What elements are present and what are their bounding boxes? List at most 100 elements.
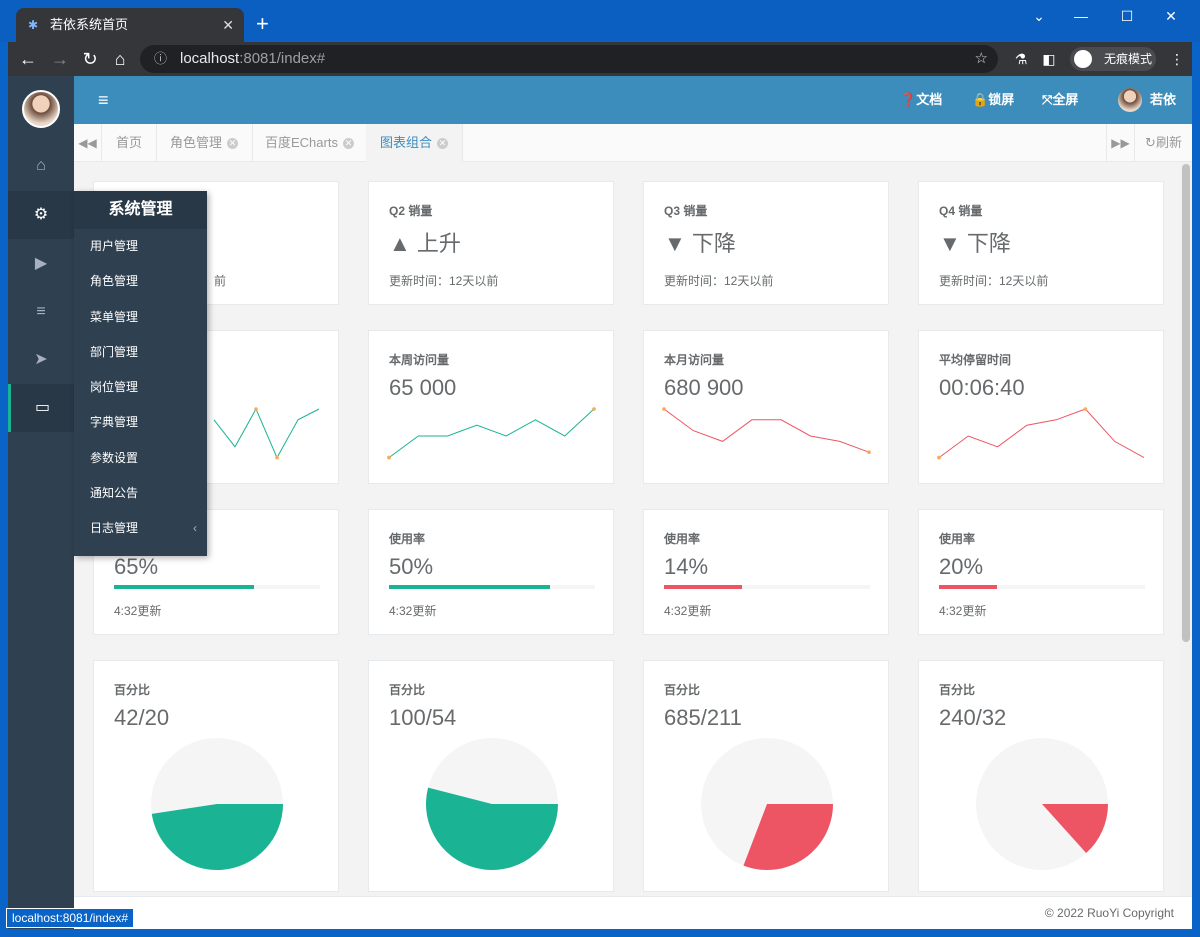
- url-bar[interactable]: ⓘ localhost:8081/index# ☆: [140, 45, 998, 73]
- minimize-button[interactable]: —: [1074, 8, 1088, 24]
- incognito-icon: [1074, 50, 1092, 68]
- pie-chart: [151, 738, 283, 871]
- trend-text: 上升: [416, 231, 461, 256]
- info-icon[interactable]: ⓘ: [154, 51, 168, 66]
- menu-item-label: 用户管理: [90, 239, 139, 253]
- menu-item-label: 参数设置: [90, 450, 139, 465]
- menu-item-post[interactable]: 岗位管理: [74, 370, 207, 405]
- docs-link[interactable]: ❓文档: [900, 76, 942, 124]
- trend-text: 下降: [691, 231, 736, 256]
- monitor-icon[interactable]: ▭: [8, 384, 74, 432]
- sidepanel-icon[interactable]: ◧: [1042, 51, 1056, 67]
- close-icon[interactable]: ✕: [342, 138, 354, 150]
- usage-value: 20%: [939, 554, 984, 579]
- triangle-down-icon: ▼: [939, 231, 961, 256]
- triangle-down-icon: ▼: [664, 231, 686, 256]
- card-label: 百分比: [664, 683, 701, 697]
- menu-item-role[interactable]: 角色管理: [74, 264, 207, 299]
- menu-item-log[interactable]: 日志管理 ‹: [74, 511, 207, 546]
- question-icon: ❓: [900, 92, 917, 107]
- user-avatar[interactable]: [1118, 88, 1142, 112]
- tab-echarts[interactable]: 百度ECharts ✕: [251, 124, 369, 162]
- tabs-prev-icon[interactable]: ◀◀: [74, 124, 102, 162]
- menu-item-label: 通知公告: [90, 486, 139, 501]
- user-name[interactable]: 若依: [1150, 92, 1177, 107]
- close-tab-icon[interactable]: ✕: [222, 17, 234, 33]
- status-url: localhost:8081/index#: [6, 908, 135, 928]
- browser-tab[interactable]: ✱ 若依系统首页 ✕: [16, 8, 244, 42]
- tab-label: 角色管理: [170, 135, 223, 150]
- ratio-card: 百分比 42/20: [93, 660, 339, 892]
- bookmark-star-icon[interactable]: ☆: [974, 50, 988, 67]
- sparkline-chart: [937, 407, 1145, 460]
- close-window-button[interactable]: ✕: [1165, 8, 1177, 24]
- scrollbar-thumb[interactable]: [1182, 164, 1190, 642]
- menu-item-notice[interactable]: 通知公告: [74, 476, 207, 511]
- visits-value: 00:06:40: [939, 375, 1025, 400]
- ratio-value: 100/54: [389, 705, 457, 730]
- reload-button[interactable]: ↻: [82, 49, 98, 69]
- tabs-next-icon[interactable]: ▶▶: [1106, 124, 1134, 162]
- update-time: 更新时间：12天以前: [939, 274, 1049, 288]
- progress-fill: [664, 585, 743, 589]
- menu-item-config[interactable]: 参数设置: [74, 441, 207, 476]
- address-toolbar: ← → ↻ ⌂ ⓘ localhost:8081/index# ☆ ⚗ ◧ 无痕…: [8, 42, 1192, 76]
- fullscreen-link[interactable]: ⤧全屏: [1042, 76, 1078, 124]
- sparkline-chart: [213, 407, 320, 460]
- sales-card: Q4 销量 ▼ 下降 更新时间：12天以前: [918, 181, 1164, 305]
- app-viewport: ⌂ ⚙ ▶ ≡ ➤ ▭ 系统管理 用户管理 角色管理 菜单管理 部门管理 岗位管…: [8, 76, 1192, 929]
- url-path: :8081/index#: [239, 50, 326, 67]
- flask-icon[interactable]: ⚗: [1014, 51, 1028, 67]
- card-label: 百分比: [389, 683, 426, 697]
- menu-item-user[interactable]: 用户管理: [74, 229, 207, 264]
- back-button[interactable]: ←: [19, 49, 37, 69]
- card-label: Q3 销量: [664, 204, 708, 218]
- ratio-card: 百分比 685/211: [643, 660, 889, 892]
- sparkline-point: [592, 407, 596, 411]
- lock-icon: 🔒: [972, 92, 989, 107]
- incognito-badge[interactable]: 无痕模式: [1070, 47, 1156, 71]
- refresh-icon: ↻: [1145, 135, 1156, 150]
- visits-value: 65 000: [389, 375, 457, 400]
- video-icon[interactable]: ▶: [34, 255, 48, 272]
- hamburger-icon[interactable]: ≡: [98, 90, 109, 110]
- gear-icon[interactable]: ⚙: [8, 191, 74, 239]
- home-button[interactable]: ⌂: [114, 49, 126, 69]
- home-icon[interactable]: ⌂: [36, 157, 46, 174]
- avatar[interactable]: [22, 90, 60, 128]
- ratio-value: 685/211: [664, 705, 742, 730]
- tab-home[interactable]: 首页: [102, 124, 158, 162]
- sparkline-chart: [387, 407, 596, 460]
- forward-button[interactable]: →: [51, 49, 69, 69]
- pie-slice: [743, 804, 833, 870]
- list-icon[interactable]: ≡: [36, 303, 46, 320]
- maximize-button[interactable]: ☐: [1120, 8, 1134, 24]
- sparkline-series: [388, 408, 595, 459]
- scrollbar[interactable]: [1180, 162, 1192, 896]
- pie-slice: [426, 787, 558, 870]
- pie-chart: [976, 738, 1108, 870]
- lock-screen-link[interactable]: 🔒锁屏: [972, 76, 1014, 124]
- location-arrow-icon[interactable]: ➤: [34, 351, 48, 368]
- more-menu-icon[interactable]: ⋮: [1170, 51, 1184, 67]
- browser-tab-title: 若依系统首页: [50, 17, 129, 32]
- chevron-down-icon[interactable]: ⌄: [1033, 8, 1045, 24]
- menu-item-dept[interactable]: 部门管理: [74, 335, 207, 370]
- footer: © 2022 RuoYi Copyright: [74, 896, 1192, 929]
- close-icon[interactable]: ✕: [437, 138, 449, 150]
- new-tab-button[interactable]: +: [256, 11, 269, 36]
- tab-role[interactable]: 角色管理 ✕: [156, 124, 254, 162]
- tab-chart-combo[interactable]: 图表组合 ✕: [366, 124, 464, 162]
- close-icon[interactable]: ✕: [227, 138, 239, 150]
- ratio-value: 240/32: [939, 705, 1007, 730]
- update-time: 4:32更新: [664, 604, 712, 618]
- menu-item-menu[interactable]: 菜单管理: [74, 300, 207, 335]
- menu-item-dict[interactable]: 字典管理: [74, 405, 207, 440]
- fullscreen-label: 全屏: [1052, 92, 1079, 107]
- refresh-button[interactable]: ↻刷新: [1134, 124, 1192, 162]
- trend-down: ▼ 下降: [939, 226, 1011, 258]
- lock-label: 锁屏: [988, 92, 1015, 107]
- card-label: 使用率: [664, 532, 701, 546]
- pie-slice: [151, 804, 283, 871]
- trend-text: 下降: [966, 231, 1011, 256]
